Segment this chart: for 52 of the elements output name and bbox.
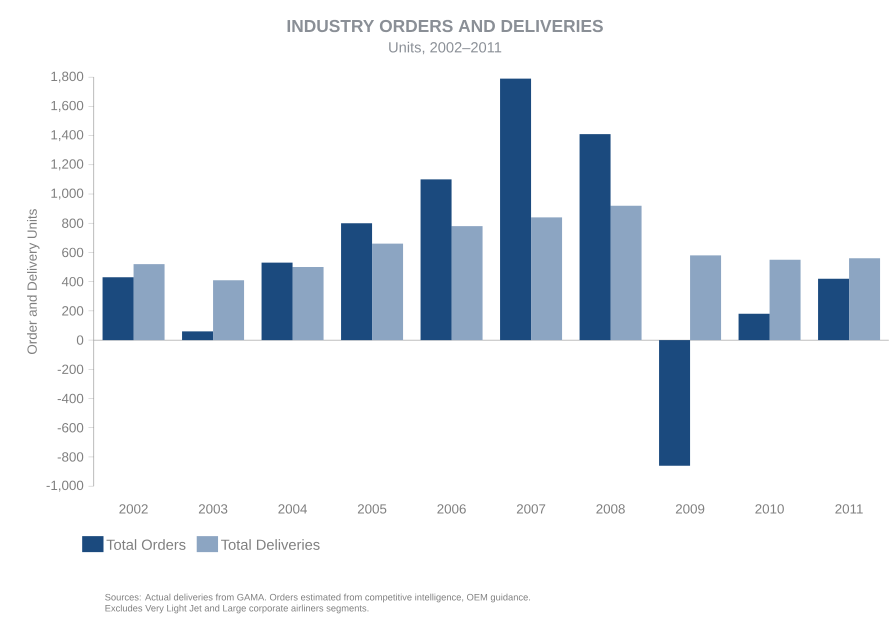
bar xyxy=(818,278,850,340)
bar xyxy=(738,314,770,340)
y-tick-label: 1,000 xyxy=(51,188,84,200)
y-tick-label: 200 xyxy=(62,306,84,316)
y-tick-label: 600 xyxy=(62,248,84,258)
x-tick-label: 2006 xyxy=(437,504,466,514)
y-tick-label: 1,400 xyxy=(51,130,84,142)
bar xyxy=(213,280,244,340)
x-tick-label: 2007 xyxy=(516,504,546,514)
y-tick-label: -400 xyxy=(58,394,84,404)
bar xyxy=(580,134,611,340)
bar xyxy=(134,264,165,340)
x-tick-label: 2003 xyxy=(198,504,228,514)
y-tick-label: 1,600 xyxy=(51,100,84,112)
y-tick-label: 400 xyxy=(62,276,84,286)
legend-label: Total Deliveries xyxy=(221,539,320,550)
bar xyxy=(182,331,214,340)
x-tick-label: 2005 xyxy=(358,504,386,514)
x-tick-label: 2010 xyxy=(755,504,784,514)
bar xyxy=(531,217,562,340)
x-tick-label: 2009 xyxy=(676,504,704,514)
y-tick-label: -600 xyxy=(58,423,84,432)
x-tick-label: 2004 xyxy=(278,504,307,514)
bar xyxy=(262,262,293,340)
y-tick-label: 1,800 xyxy=(51,72,84,83)
source-note: Sources: Actual deliveries from GAMA. Orders estimated from competitive intelligence, OEM guidance. xyxy=(105,594,530,602)
bar xyxy=(770,260,801,340)
y-tick-label: -800 xyxy=(58,452,84,462)
y-tick-label: -200 xyxy=(58,364,84,374)
bar xyxy=(452,226,483,340)
text: Excludes Very Light Jet and Large corporate airliners segments. xyxy=(105,604,368,614)
y-axis-title: Order and Delivery Units xyxy=(27,209,40,354)
bar xyxy=(849,258,880,340)
bar xyxy=(341,223,372,340)
y-tick-label: -1,000 xyxy=(46,480,84,492)
y-tick-label: 0 xyxy=(76,335,84,345)
bar xyxy=(659,340,690,466)
bar xyxy=(420,179,452,340)
bar xyxy=(500,78,532,340)
bar xyxy=(102,277,134,340)
chart-title: INDUSTRY ORDERS AND DELIVERIES xyxy=(288,20,603,32)
bar xyxy=(690,255,722,340)
x-tick-label: 2008 xyxy=(596,504,625,514)
legend-label: Total Orders xyxy=(106,539,186,550)
bar xyxy=(292,267,324,340)
bar xyxy=(610,206,642,340)
chart-subtitle: Units, 2002–2011 xyxy=(389,42,502,54)
x-tick-label: 2011 xyxy=(835,504,863,514)
x-tick-label: 2002 xyxy=(119,504,148,514)
y-tick-label: 800 xyxy=(62,218,84,228)
bar xyxy=(372,244,404,340)
y-tick-label: 1,200 xyxy=(51,159,84,170)
